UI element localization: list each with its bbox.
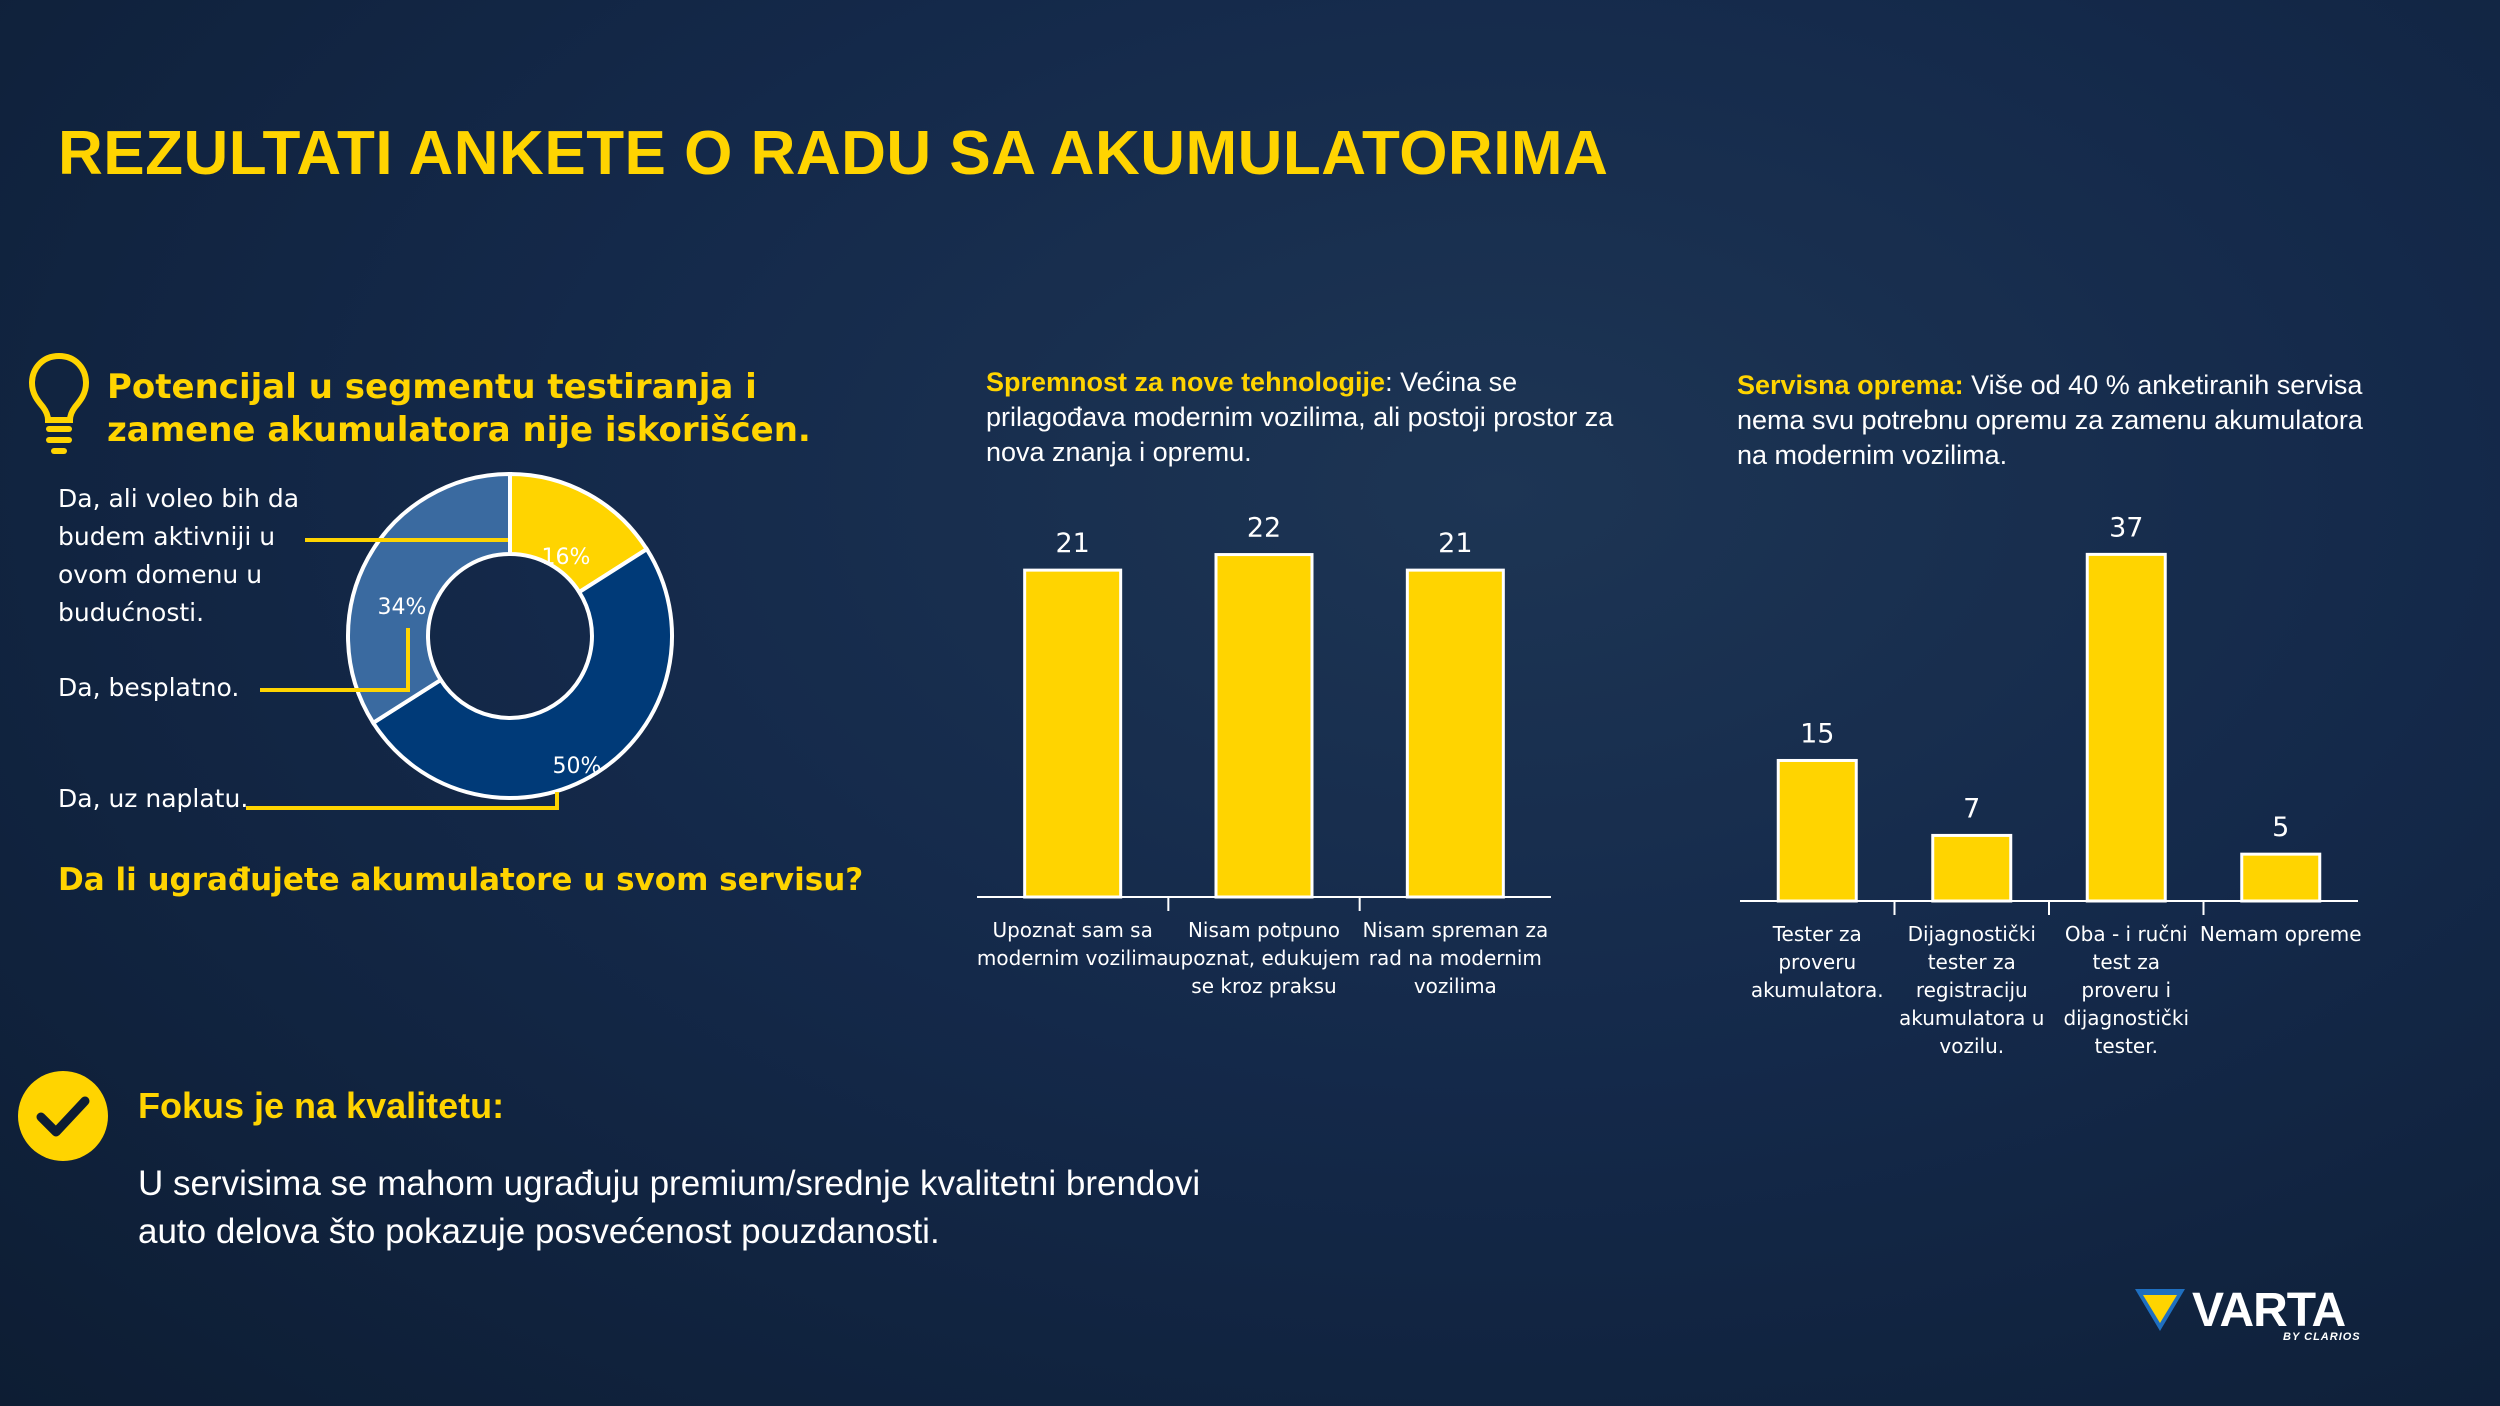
chart1-description-text: : Većina se prilagođava modernim vozilim… <box>986 367 1614 467</box>
bar-value-label-1: 21 <box>1055 528 1089 559</box>
category-label-2: Nisam potpuno upoznat, edukujem se kroz pr… <box>1168 918 1360 998</box>
leader-line-2 <box>260 628 410 692</box>
fokus-text: U servisima se mahom ugrađuju premium/sr… <box>138 1164 1201 1251</box>
donut-legend-2: Da, besplatno. <box>58 673 240 702</box>
bar-value-label-4: 5 <box>2272 812 2289 843</box>
donut-value-label-3: 50% <box>553 754 602 779</box>
category-label-4: Nemam opreme <box>2200 922 2362 946</box>
bar-3 <box>2085 552 2167 903</box>
donut-slice-3 <box>370 546 674 800</box>
leader-line-3 <box>246 792 559 810</box>
donut-value-label-2: 34% <box>378 595 427 620</box>
checkmark-icon <box>18 1071 108 1161</box>
fokus-title: Fokus je na kvalitetu: <box>138 1085 505 1126</box>
category-label-3: Oba - i ručni test za proveru i dijagnostič… <box>2063 922 2189 1058</box>
category-label-2: Dijagnostički tester za registraciju akumul… <box>1899 922 2044 1058</box>
chart1-description-label: Spremnost za nove tehnologije <box>986 367 1386 397</box>
bar-value-label-2: 22 <box>1247 513 1281 544</box>
bar-2 <box>1931 833 2013 903</box>
bar-3 <box>1405 568 1505 899</box>
bar-2 <box>1214 553 1314 899</box>
donut-legend-1: Da, ali voleo bih da budem aktivniji u o… <box>58 484 300 627</box>
donut-slice-1 <box>508 471 650 595</box>
varta-logo-icon <box>2135 1289 2185 1331</box>
category-label-1: Upoznat sam sa modernim vozilima <box>977 918 1169 970</box>
bar-value-label-3: 37 <box>2109 512 2143 543</box>
category-label-3: Nisam spreman za rad na modernim vozilima <box>1362 918 1548 998</box>
bar-1 <box>1023 568 1123 899</box>
chart2-description: Servisna oprema: Više od 40 % anketirani… <box>1737 368 2397 473</box>
chart2-description-label: Servisna oprema: <box>1737 370 1964 400</box>
bar-value-label-3: 21 <box>1438 528 1472 559</box>
donut-value-label-1: 16% <box>542 545 591 570</box>
brand-sub: BY CLARIOS <box>2283 1331 2361 1343</box>
bar-value-label-1: 15 <box>1800 718 1834 749</box>
chart2-description-text: Više od 40 % anketiranih servisa nema sv… <box>1737 370 2363 470</box>
lightbulb-icon <box>28 352 90 454</box>
brand-name: VARTA <box>2192 1284 2346 1337</box>
donut-slice-2 <box>346 471 512 726</box>
bar-1 <box>1776 758 1858 903</box>
bar-value-label-2: 7 <box>1963 793 1980 824</box>
donut-legend-3: Da, uz naplatu. <box>58 784 249 813</box>
page-title: REZULTATI ANKETE O RADU SA AKUMULATORIMA <box>58 119 1609 188</box>
category-label-1: Tester za proveru akumulatora. <box>1751 922 1884 1002</box>
donut-question: Da li ugrađujete akumulatore u svom serv… <box>58 862 864 898</box>
chart1-description: Spremnost za nove tehnologije: Većina se… <box>986 365 1646 470</box>
bar-4 <box>2240 852 2322 903</box>
donut-heading: Potencijal u segmentu testiranja i zamen… <box>107 367 811 450</box>
